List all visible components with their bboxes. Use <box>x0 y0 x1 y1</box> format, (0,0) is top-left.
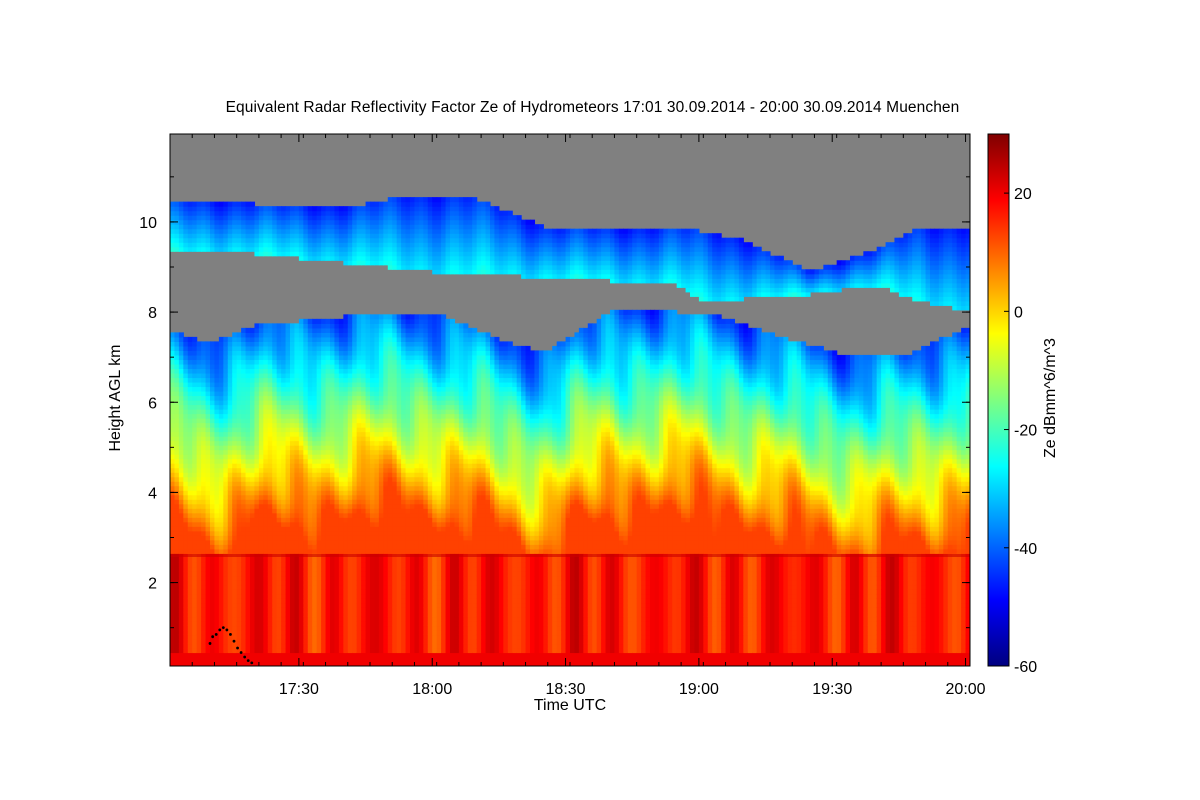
y-tick-label: 10 <box>139 215 157 232</box>
colorbar-label: Ze dBmm^6/m^3 <box>1042 338 1059 458</box>
annotation-point <box>225 628 229 632</box>
y-tick-label: 8 <box>148 305 157 322</box>
x-tick-label: 19:00 <box>679 681 719 698</box>
colorbar: -60 -40 -20 0 20 <box>987 133 1037 676</box>
annotation-point <box>246 659 250 662</box>
colorbar-ticks: -60 -40 -20 0 20 <box>1004 186 1037 676</box>
colorbar-tick-label: 20 <box>1014 186 1032 203</box>
annotation-point <box>250 661 254 665</box>
plot-area <box>170 134 970 666</box>
annotation-point <box>243 655 247 659</box>
x-tick-label: 20:00 <box>946 681 986 698</box>
colorbar-bar <box>987 133 1010 667</box>
annotation-point <box>208 642 212 645</box>
annotation-point <box>218 628 222 632</box>
annotation-point <box>214 633 218 636</box>
y-tick-label: 2 <box>148 576 157 593</box>
y-axis-label: Height AGL km <box>107 344 124 452</box>
x-tick-label: 17:30 <box>279 681 319 698</box>
annotation-point <box>232 639 236 643</box>
colorbar-tick-label: -40 <box>1014 541 1037 558</box>
y-tick-label: 6 <box>148 395 157 412</box>
annotation-point <box>211 635 215 639</box>
reflectivity-field <box>170 197 970 666</box>
chart-title: Equivalent Radar Reflectivity Factor Ze … <box>225 99 960 116</box>
y-axis: 2 4 6 8 10 <box>139 176 970 629</box>
x-tick-label: 18:30 <box>546 681 586 698</box>
colorbar-tick-label: -20 <box>1014 423 1037 440</box>
annotation-point <box>239 651 243 654</box>
y-tick-label: 4 <box>148 485 157 502</box>
annotation-point <box>229 633 232 636</box>
x-axis: 17:30 18:00 18:30 19:00 19:30 20:00 <box>169 134 986 698</box>
x-tick-label: 19:30 <box>812 681 852 698</box>
annotation-point <box>236 646 239 650</box>
x-axis-label: Time UTC <box>533 697 607 714</box>
colorbar-tick-label: 0 <box>1014 304 1023 321</box>
x-tick-label: 18:00 <box>412 681 452 698</box>
annotation-point <box>221 626 225 630</box>
colorbar-tick-label: -60 <box>1014 659 1037 676</box>
